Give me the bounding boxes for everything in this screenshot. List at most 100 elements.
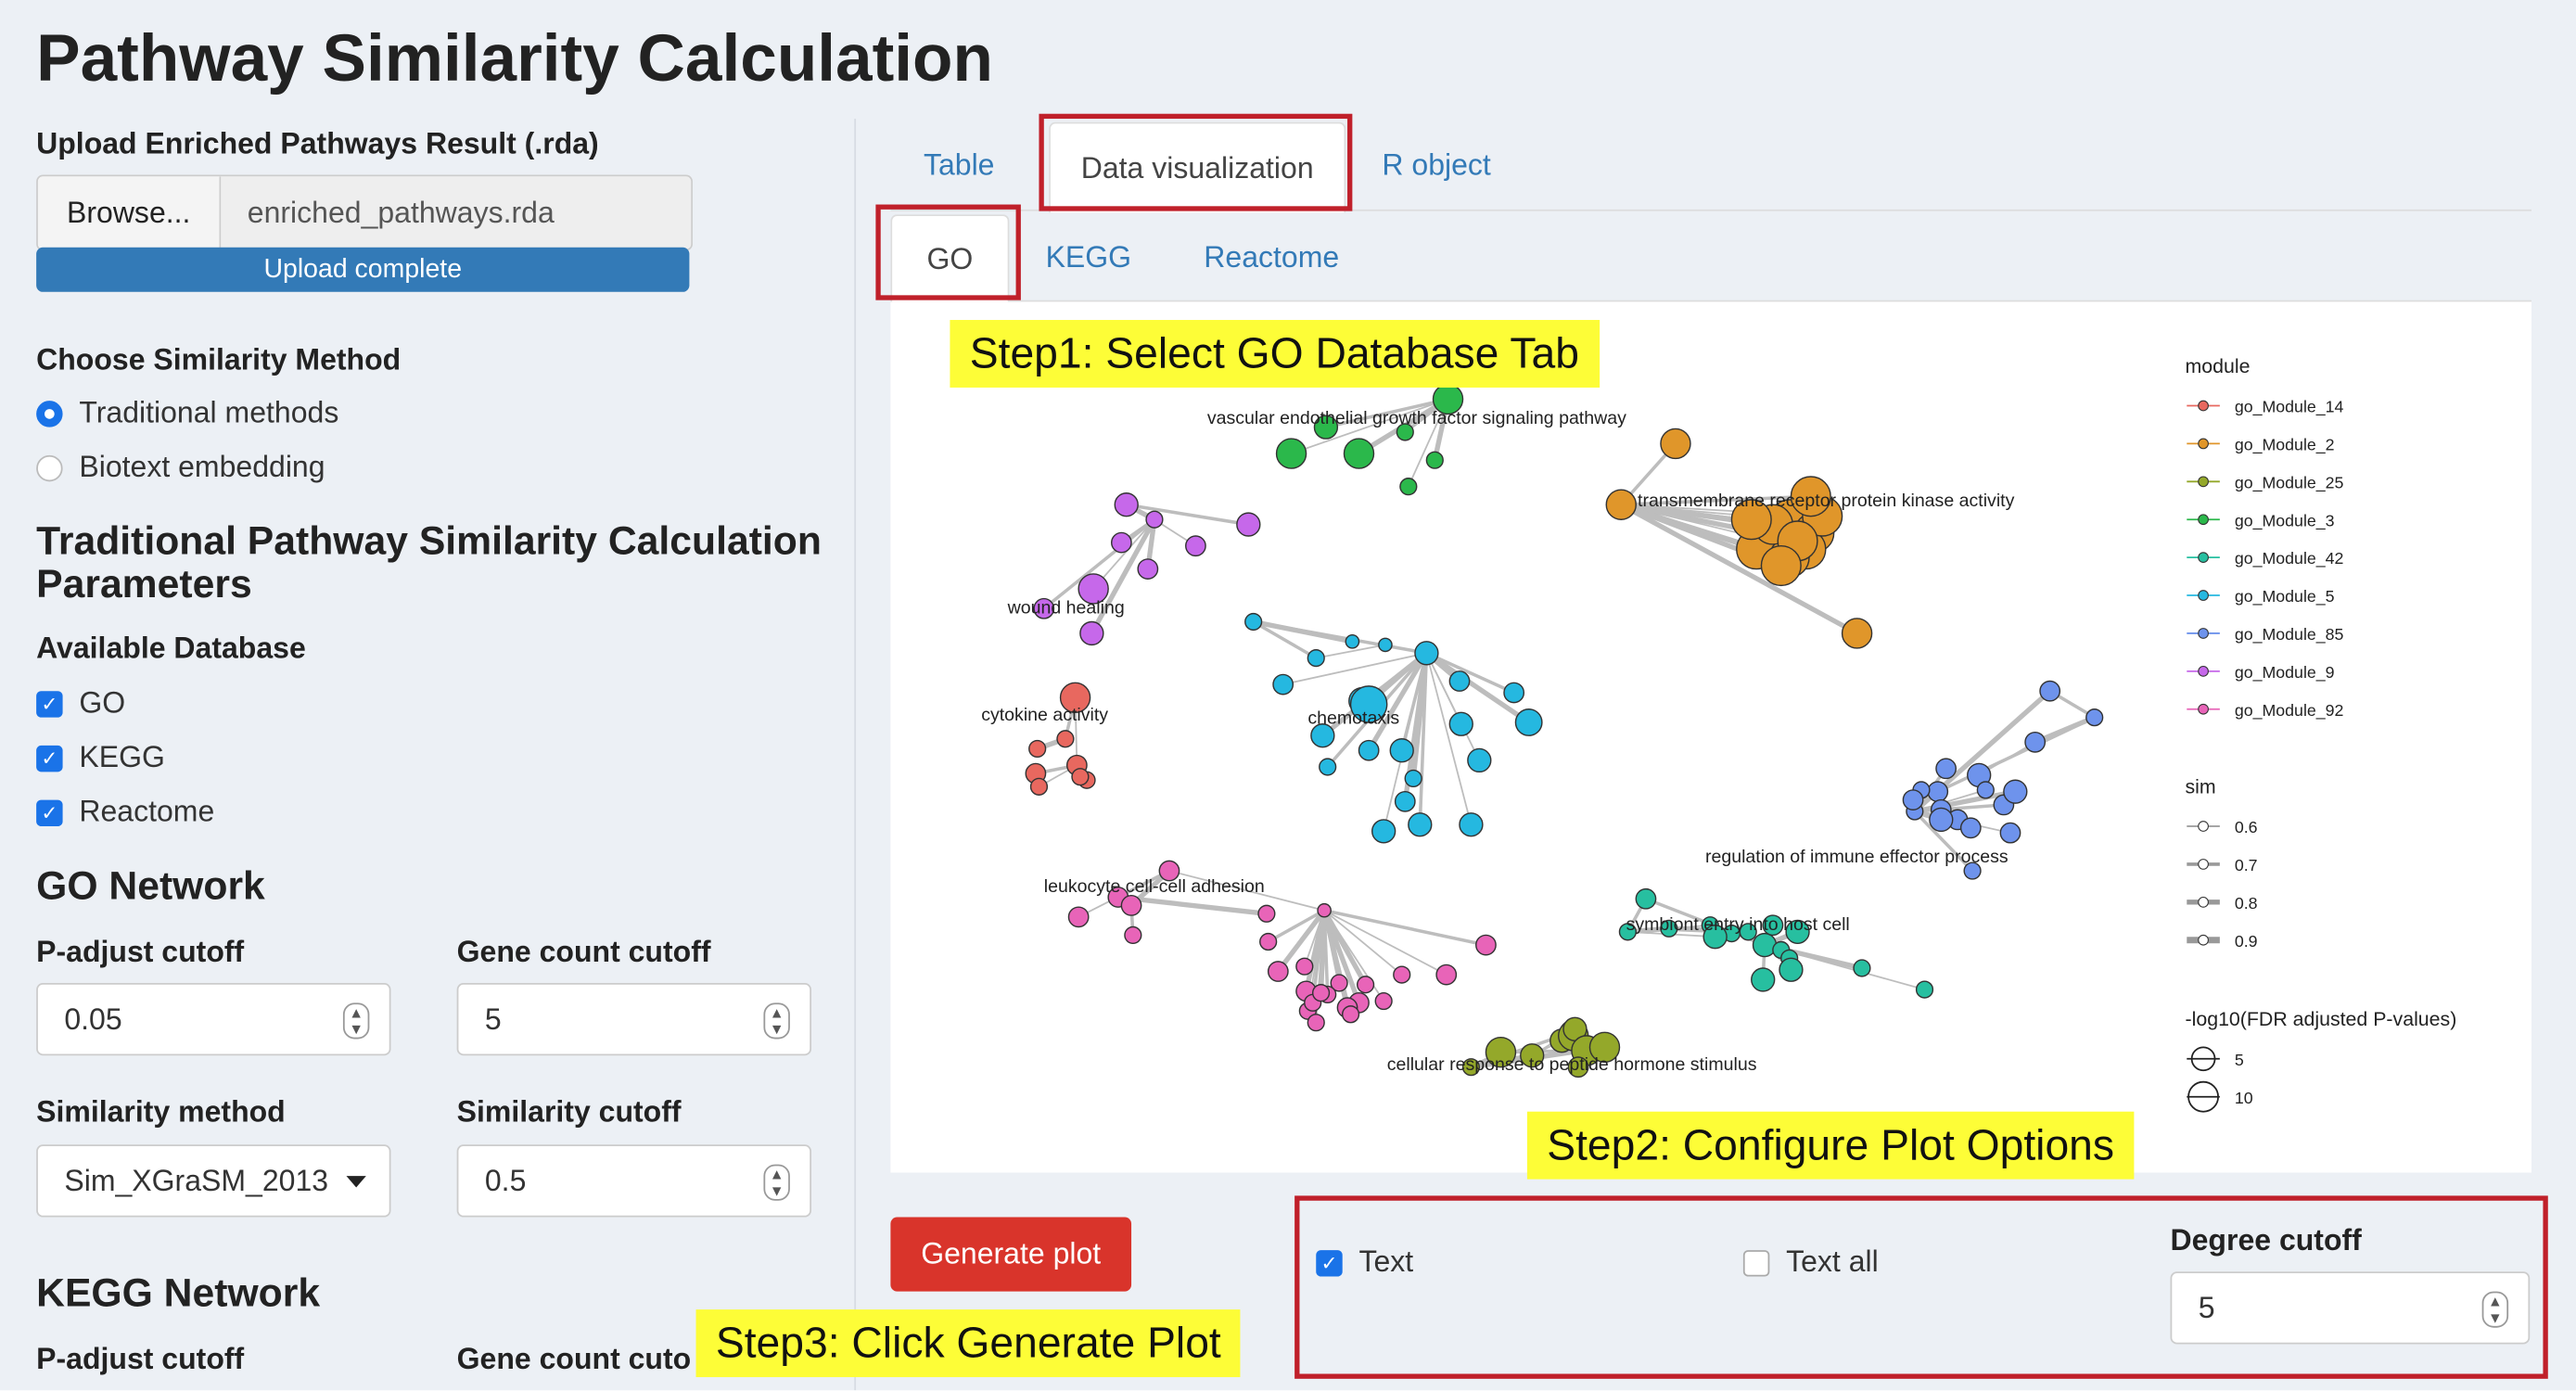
graph-node xyxy=(1567,1056,1589,1078)
graph-edge xyxy=(1253,619,1427,656)
graph-node xyxy=(1110,531,1132,554)
sidebar-divider xyxy=(854,119,857,1391)
stepper-icon[interactable]: ▲ ▼ xyxy=(342,1002,370,1040)
graph-node xyxy=(1310,723,1335,748)
checkbox-kegg[interactable]: ✓ KEGG xyxy=(36,741,165,775)
file-upload-input[interactable]: Browse... enriched_pathways.rda xyxy=(36,174,693,251)
graph-node xyxy=(1313,415,1339,440)
step2-annotation: Step2: Configure Plot Options xyxy=(1526,1111,2135,1180)
radio-traditional-methods[interactable]: Traditional methods xyxy=(36,396,338,430)
graph-edge xyxy=(1936,716,2096,794)
graph-node xyxy=(1959,817,1982,839)
graph-node xyxy=(1272,673,1294,696)
graph-node xyxy=(1079,620,1104,646)
legend-module-swatch xyxy=(2198,628,2209,639)
radio-biotext-embedding[interactable]: Biotext embedding xyxy=(36,451,325,485)
graph-node xyxy=(1485,1036,1517,1068)
graph-edge xyxy=(1323,908,1486,947)
graph-node xyxy=(2085,708,2104,727)
stepper-icon[interactable]: ▲ ▼ xyxy=(2481,1291,2509,1328)
checkbox-empty[interactable] xyxy=(1742,1249,1770,1276)
tab-table[interactable]: Table xyxy=(923,148,995,182)
main-tab-line xyxy=(890,209,2531,211)
graph-node xyxy=(1275,438,1307,469)
graph-edge xyxy=(1323,910,1403,976)
tab-kegg[interactable]: KEGG xyxy=(1045,240,1132,274)
check-icon[interactable]: ✓ xyxy=(36,690,63,717)
graph-node xyxy=(1760,544,1802,587)
legend-sim-label: 0.7 xyxy=(2235,856,2258,874)
graph-edge xyxy=(1090,517,1157,635)
graph-node xyxy=(1915,980,1934,999)
degree-cutoff-input[interactable]: 5 ▲ ▼ xyxy=(2170,1271,2531,1345)
legend-size-title: -log10(FDR adjusted P-values) xyxy=(2186,1008,2457,1030)
stepper-icon[interactable]: ▲ ▼ xyxy=(763,1002,790,1040)
checkbox-text-all[interactable]: Text all xyxy=(1742,1245,1879,1280)
graph-node xyxy=(1461,1058,1481,1077)
graph-edge xyxy=(1410,653,1430,779)
graph-node xyxy=(1408,812,1433,837)
graph-edge xyxy=(1316,644,1386,659)
legend-module-swatch xyxy=(2198,400,2209,412)
graph-node xyxy=(1785,919,1810,945)
graph-node xyxy=(1259,932,1278,951)
highlight-box-data-visualization xyxy=(1039,113,1353,211)
graph-node xyxy=(1514,708,1543,736)
go-sim-method-select[interactable]: Sim_XGraSM_2013 xyxy=(36,1144,391,1218)
check-icon[interactable]: ✓ xyxy=(36,744,63,772)
tab-r-object[interactable]: R object xyxy=(1382,148,1491,182)
graph-node xyxy=(1605,489,1637,520)
legend-module-title: module xyxy=(2186,355,2251,377)
graph-node xyxy=(1751,967,1776,992)
go-gene-count-label: Gene count cutoff xyxy=(456,935,711,968)
graph-node xyxy=(1257,904,1276,923)
kegg-padj-label: P-adjust cutoff xyxy=(36,1342,245,1376)
graph-edge xyxy=(1366,651,1429,752)
legend-sim: 0.6 0.7 0.8 0.9 xyxy=(2187,818,2258,951)
legend-size-label-10: 10 xyxy=(2235,1089,2253,1107)
legend-sim-swatch xyxy=(2198,859,2209,870)
graph-node xyxy=(1618,923,1637,941)
radio-button-selected[interactable] xyxy=(36,400,63,427)
legend-sim-label: 0.6 xyxy=(2235,818,2258,836)
checkbox-reactome[interactable]: ✓ Reactome xyxy=(36,795,214,829)
legend-module-swatch xyxy=(2198,665,2209,677)
tab-go[interactable]: GO xyxy=(890,214,1010,304)
tab-reactome[interactable]: Reactome xyxy=(1204,240,1340,274)
go-padj-label: P-adjust cutoff xyxy=(36,935,245,968)
generate-plot-button[interactable]: Generate plot xyxy=(890,1217,1132,1292)
legend-module-label: go_Module_42 xyxy=(2235,549,2344,568)
stepper-icon[interactable]: ▲ ▼ xyxy=(763,1164,790,1201)
legend-module-label: go_Module_14 xyxy=(2235,398,2344,417)
graph-node xyxy=(1319,758,1337,776)
legend-module-swatch xyxy=(2198,590,2209,601)
input-value: 0.5 xyxy=(484,1163,527,1197)
graph-node xyxy=(1394,790,1416,812)
legend-module-label: go_Module_5 xyxy=(2235,587,2335,606)
go-gene-count-input[interactable]: 5 ▲ ▼ xyxy=(456,982,812,1056)
graph-node xyxy=(1779,957,1804,982)
checkbox-text[interactable]: ✓ Text xyxy=(1316,1245,1413,1280)
radio-button[interactable] xyxy=(36,453,63,481)
graph-node xyxy=(1393,965,1411,984)
check-icon[interactable]: ✓ xyxy=(1316,1249,1343,1276)
graph-node xyxy=(1927,781,1949,803)
node-label-rtk-activity: transmembrane receptor protein kinase ac… xyxy=(1638,491,2015,511)
browse-button[interactable]: Browse... xyxy=(37,176,222,249)
tab-data-visualization[interactable]: Data visualization xyxy=(1049,121,1346,213)
kegg-gene-count-label: Gene count cuto xyxy=(456,1342,692,1376)
caret-down-icon xyxy=(346,1176,366,1188)
checkbox-go[interactable]: ✓ GO xyxy=(36,686,125,721)
graph-node xyxy=(1067,906,1090,928)
node-label-symbiont-entry: symbiont entry into host cell xyxy=(1626,914,1850,935)
graph-edge xyxy=(1913,810,1974,873)
node-labels: vascular endothelial growth factor signa… xyxy=(981,408,2014,1075)
graph-edge xyxy=(1126,503,1249,527)
go-padj-input[interactable]: 0.05 ▲ ▼ xyxy=(36,982,391,1056)
go-sim-cutoff-input[interactable]: 0.5 ▲ ▼ xyxy=(456,1144,812,1218)
graph-node xyxy=(1307,649,1325,668)
legend-size-label-5: 5 xyxy=(2235,1051,2244,1069)
check-icon[interactable]: ✓ xyxy=(36,798,63,826)
graph-node xyxy=(1790,476,1831,517)
graph-node xyxy=(1071,768,1090,786)
